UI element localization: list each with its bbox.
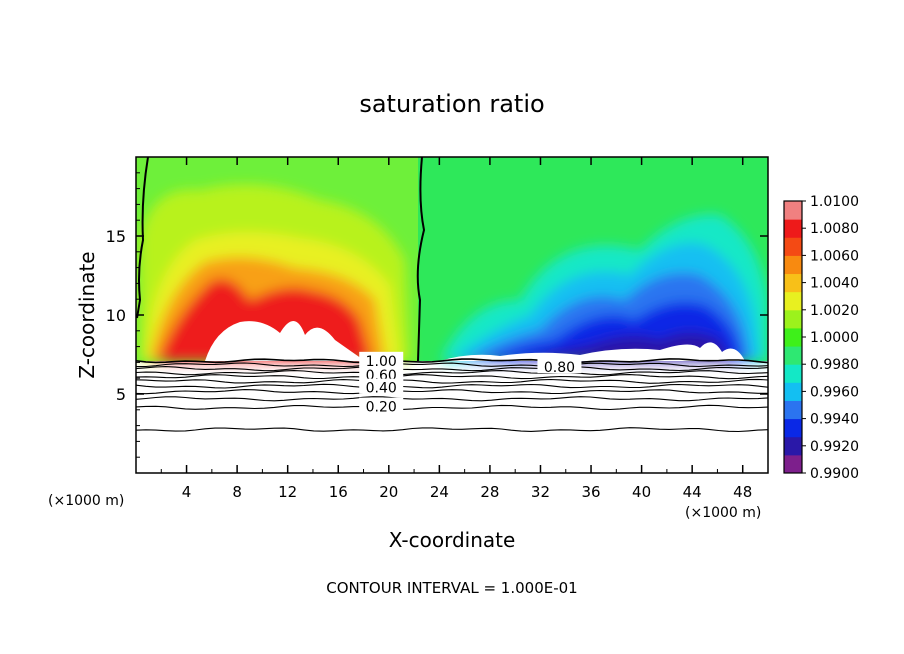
contour-label: 0.40 [366, 381, 397, 397]
contour-line [136, 374, 768, 380]
contour-label-bg [359, 378, 404, 394]
colorbar-swatch [784, 454, 802, 474]
x-axis-label: X-coordinate [389, 528, 516, 552]
colorbar-swatch [784, 291, 802, 311]
contour-label-bg [537, 358, 582, 374]
contour-line [136, 383, 768, 389]
contour-label-bg [359, 397, 404, 413]
saturation-field [136, 157, 768, 433]
colorbar-label: 1.0040 [810, 276, 859, 292]
x-tick-label: 44 [683, 483, 702, 501]
white-mound-left [205, 320, 365, 361]
contour-labels: 1.00 0.800.600.400.20 [359, 351, 582, 416]
colorbar-swatch [784, 382, 802, 401]
colorbar-swatch [784, 309, 802, 329]
x-tick-label: 32 [531, 483, 550, 501]
colorbar-swatch [784, 201, 802, 220]
x-tick-label: 28 [480, 483, 499, 501]
contour-line [136, 404, 768, 411]
colorbar-label: 1.0020 [810, 303, 859, 319]
contour-line [136, 427, 768, 433]
x-tick-label: 8 [232, 483, 242, 501]
white-mound-right [440, 342, 745, 361]
contour-label-bg [359, 366, 404, 382]
x-tick-label: 16 [329, 483, 348, 501]
contour-line [136, 366, 768, 372]
colorbar-swatch [784, 436, 802, 456]
colorbar-label: 0.9980 [810, 357, 859, 373]
colorbar-swatch [784, 418, 802, 438]
contour-line [136, 389, 768, 395]
y-axis: 5 10 15 [106, 172, 768, 458]
contour-label: 0.20 [366, 400, 397, 416]
plot-area: 1.00 0.800.600.400.20 [135, 156, 769, 474]
x-unit-left: (×1000 m) [48, 493, 124, 509]
x-unit-right: (×1000 m) [685, 505, 761, 521]
x-tick-label: 48 [733, 483, 752, 501]
colorbar-label: 1.0060 [810, 248, 859, 264]
colorbar: 1.0100 1.0080 1.0060 1.0040 1.0020 1.0000 0.99… [783, 194, 859, 482]
contour-label-bg [359, 351, 404, 367]
right-dry-region [440, 214, 768, 361]
contour-line [136, 358, 768, 364]
colorbar-label: 0.9960 [810, 384, 859, 400]
y-tick-label: 5 [116, 385, 126, 404]
colorbar-label: 0.9900 [810, 466, 859, 482]
colorbar-swatch [784, 364, 802, 383]
colorbar-swatch [784, 219, 802, 238]
x-tick-label: 40 [632, 483, 651, 501]
x-tick-label: 20 [379, 483, 398, 501]
colorbar-swatch [784, 346, 802, 365]
colorbar-label: 1.0100 [810, 194, 859, 210]
contour-line [136, 370, 768, 376]
colorbar-swatch [784, 273, 802, 293]
x-axis: 4 8 12 16 20 24 28 32 36 40 44 48 [160, 157, 752, 501]
contour-line [136, 362, 768, 368]
x-tick-label: 24 [430, 483, 449, 501]
x-tick-label: 4 [182, 483, 192, 501]
contour-interval-note: CONTOUR INTERVAL = 1.000E-01 [326, 579, 577, 597]
contour-label: 1.00 [366, 354, 397, 370]
lower-contour-lines [136, 358, 768, 433]
contour-unity-left [136, 157, 149, 319]
colorbar-label: 1.0000 [810, 330, 859, 346]
colorbar-swatch [784, 255, 802, 275]
colorbar-swatch [784, 327, 802, 347]
x-tick-label: 12 [278, 483, 297, 501]
y-axis-label: Z-coordinate [75, 251, 99, 378]
y-tick-label: 15 [106, 227, 126, 246]
colorbar-swatch [784, 237, 802, 256]
contour-line [136, 396, 768, 402]
colorbar-label: 1.0080 [810, 221, 859, 237]
x-tick-label: 36 [581, 483, 600, 501]
colorbar-label: 0.9920 [810, 439, 859, 455]
contour-unity-middle [416, 157, 426, 362]
contour-label: 0.80 [544, 360, 575, 376]
contour-line [136, 378, 768, 384]
chart-title: saturation ratio [359, 90, 544, 118]
colorbar-swatch [784, 400, 802, 420]
colorbar-label: 0.9940 [810, 412, 859, 428]
y-tick-label: 10 [106, 306, 126, 325]
